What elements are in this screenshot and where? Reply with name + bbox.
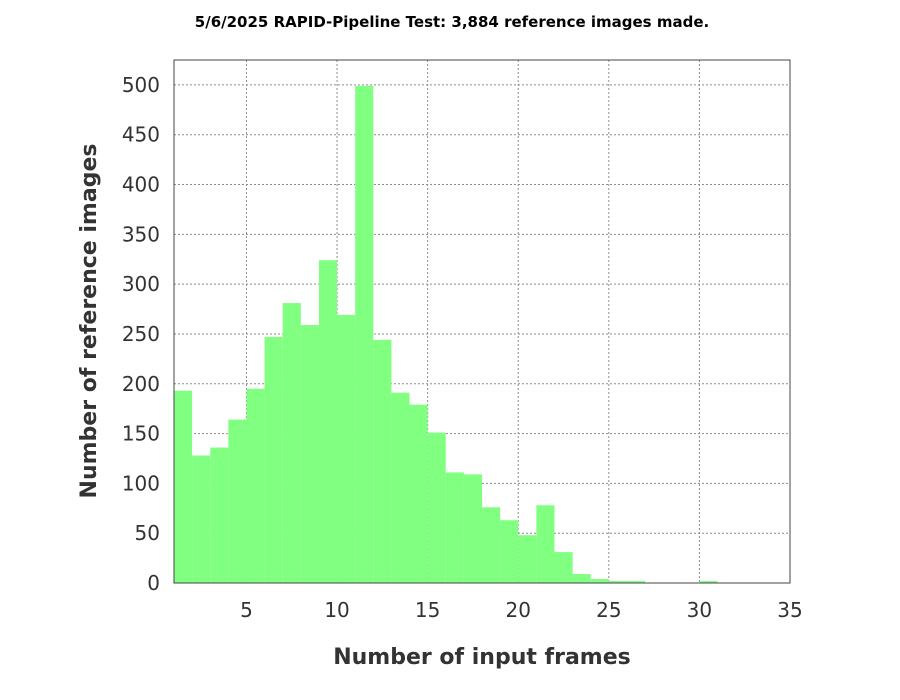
plot-frame <box>173 59 791 584</box>
x-axis-label: Number of input frames <box>333 645 631 670</box>
x-tick-label: 10 <box>324 598 349 622</box>
histogram-bar <box>409 404 428 583</box>
histogram-bar <box>337 315 356 583</box>
histogram-bar <box>246 388 265 583</box>
y-tick-label: 150 <box>122 422 160 446</box>
x-tick-label: 5 <box>240 598 253 622</box>
bars-group <box>174 85 718 584</box>
histogram-bar <box>282 303 301 583</box>
histogram-bar <box>355 85 374 584</box>
histogram-bar <box>318 260 338 583</box>
x-tick-label: 15 <box>415 598 440 622</box>
histogram-bar <box>228 419 247 583</box>
histogram-bar <box>518 535 537 583</box>
histogram-bar <box>300 324 319 583</box>
histogram-bar <box>427 432 446 583</box>
x-tick-label: 25 <box>596 598 621 622</box>
y-tick-label: 100 <box>122 471 160 495</box>
grid-lines <box>174 60 790 583</box>
histogram-bar <box>554 552 573 583</box>
histogram-bar <box>373 339 392 583</box>
y-tick-label: 250 <box>122 322 160 346</box>
y-tick-label: 200 <box>122 372 160 396</box>
y-tick-labels: 0 50 100 150 200 250 300 350 400 450 500 <box>122 73 160 595</box>
histogram-bar <box>699 581 718 583</box>
y-tick-label: 0 <box>147 571 160 595</box>
y-tick-label: 500 <box>122 73 160 97</box>
histogram-bar <box>210 447 229 583</box>
x-tick-labels: 5 10 15 20 25 30 35 <box>240 598 803 622</box>
histogram-bar <box>536 505 555 583</box>
y-axis-label: Number of reference images <box>77 144 102 499</box>
y-tick-label: 50 <box>135 521 160 545</box>
y-tick-label: 400 <box>122 173 160 197</box>
histogram-bar <box>192 455 211 583</box>
histogram-bar <box>391 392 410 583</box>
histogram-bar <box>572 574 591 583</box>
histogram-bar <box>482 507 501 583</box>
histogram-bar <box>626 581 646 583</box>
histogram-bar <box>264 336 283 583</box>
x-tick-label: 30 <box>687 598 712 622</box>
y-tick-label: 450 <box>122 123 160 147</box>
histogram-bar <box>445 472 464 583</box>
histogram-bar <box>463 474 482 583</box>
histogram-bar <box>608 581 627 583</box>
y-tick-label: 350 <box>122 222 160 246</box>
histogram-bar <box>500 520 519 583</box>
chart-title: 5/6/2025 RAPID-Pipeline Test: 3,884 refe… <box>195 13 709 31</box>
y-tick-label: 300 <box>122 272 160 296</box>
x-tick-label: 20 <box>506 598 531 622</box>
histogram-bar <box>174 390 193 583</box>
x-tick-label: 35 <box>777 598 802 622</box>
histogram-bar <box>590 579 609 583</box>
